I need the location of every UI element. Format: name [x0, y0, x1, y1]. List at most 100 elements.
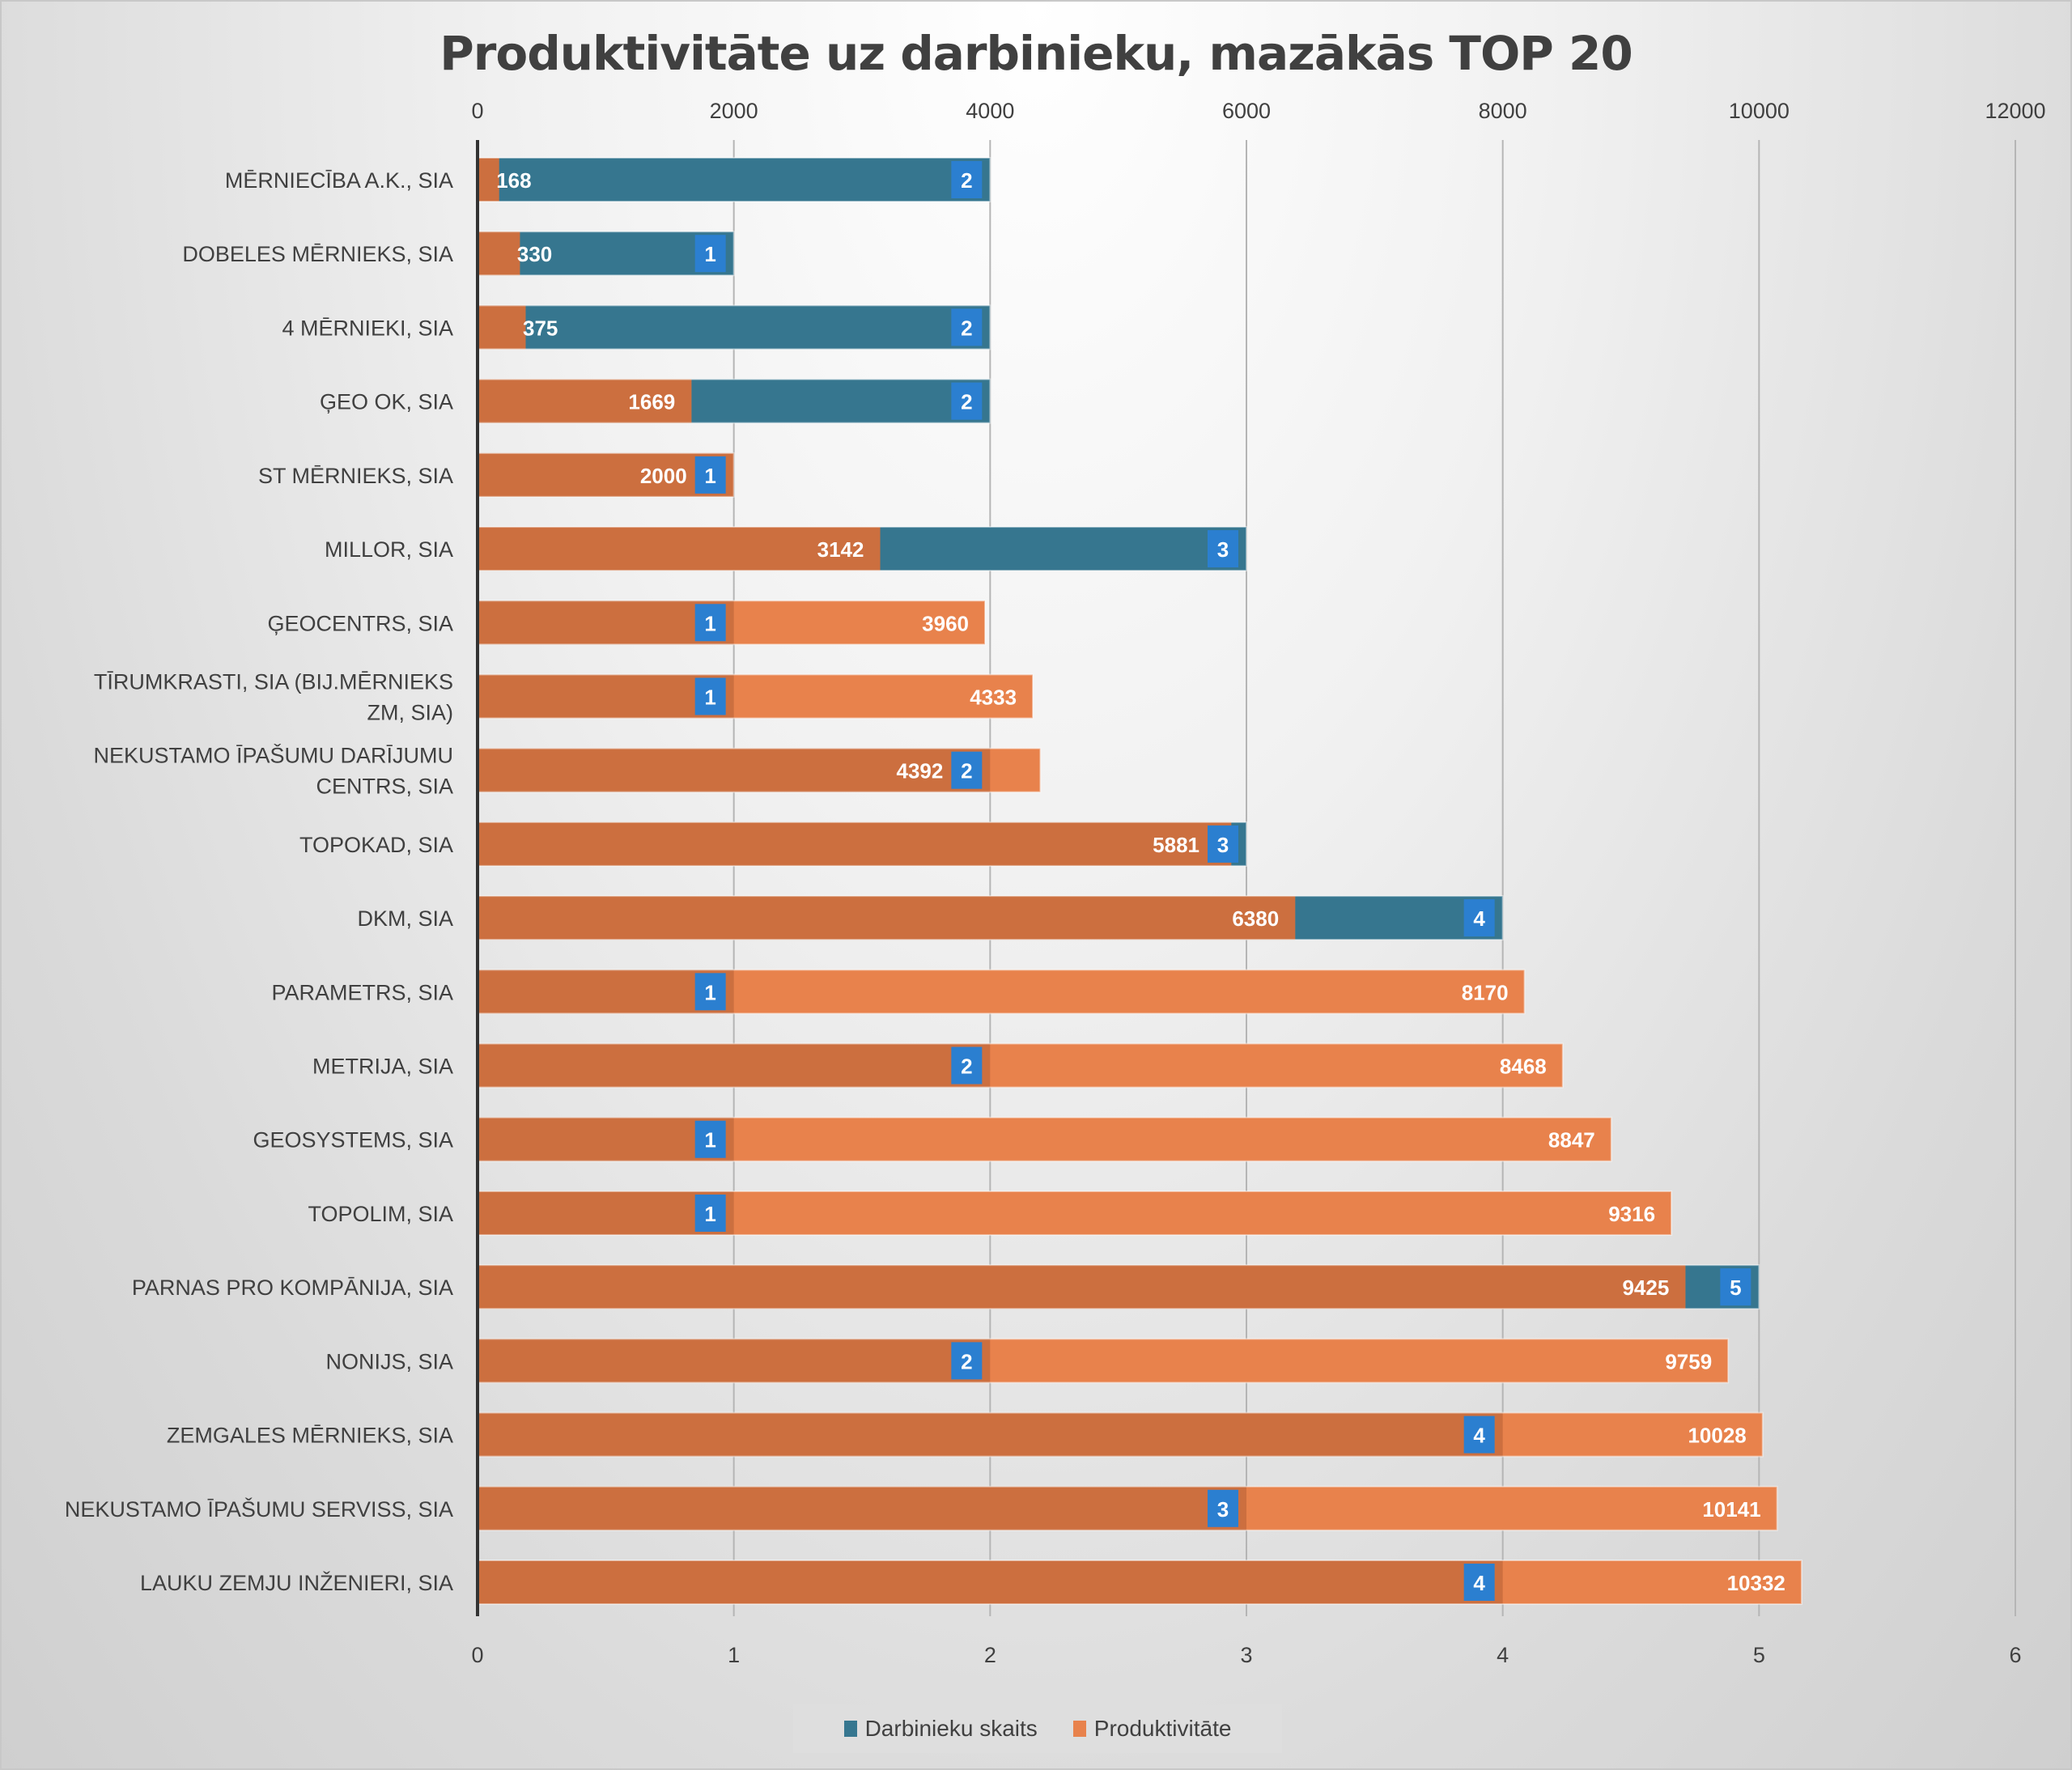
darbinieku-label-box [1463, 1564, 1495, 1601]
category-label: NEKUSTAMO ĪPAŠUMU SERVISS, SIA [65, 1496, 453, 1522]
category-label: MĒRNIECĪBA A.K., SIA [225, 168, 453, 193]
produktivitate-data-label: 4392 [896, 759, 943, 783]
darbinieku-label-box [694, 456, 726, 494]
darbinieku-label-box [694, 1194, 726, 1232]
darbinieku-data-label: 1 [704, 1202, 715, 1226]
darbinieku-data-label: 2 [961, 1055, 972, 1079]
bar-overlap [478, 601, 734, 645]
category-label: MILLOR, SIA [325, 537, 453, 562]
darbinieku-label-box [951, 751, 983, 789]
darbinieku-data-label: 3 [1217, 1497, 1229, 1522]
produktivitate-data-label: 5881 [1153, 833, 1199, 857]
x-bottom-tick-label: 1 [728, 1643, 740, 1667]
x-top-tick-label: 8000 [1479, 99, 1527, 123]
darbinieku-data-label: 2 [961, 759, 972, 783]
darbinieku-data-label: 2 [961, 168, 972, 193]
category-label: GEOSYSTEMS, SIA [253, 1128, 453, 1152]
legend-swatch [1072, 1721, 1086, 1737]
bar-overlap [478, 1412, 1503, 1457]
darbinieku-label-box [1208, 530, 1238, 568]
category-label: TOPOLIM, SIA [308, 1202, 453, 1226]
legend-item-produktivitate: Produktivitāte [1072, 1716, 1232, 1742]
category-label: ZEMGALES MĒRNIEKS, SIA [167, 1424, 453, 1448]
bar-overlap [478, 970, 734, 1014]
legend-label: Produktivitāte [1093, 1716, 1232, 1741]
bar-overlap [478, 158, 499, 202]
legend-item-darbinieku-skaits: Darbinieku skaits [843, 1716, 1038, 1742]
darbinieku-label-box [951, 161, 983, 198]
darbinieku-label-box [694, 235, 726, 273]
produktivitate-data-label: 168 [496, 168, 531, 193]
darbinieku-data-label: 5 [1730, 1276, 1741, 1300]
produktivitate-data-label: 1669 [628, 390, 675, 414]
x-bottom-tick-label: 4 [1497, 1643, 1509, 1667]
produktivitate-data-label: 10028 [1688, 1424, 1746, 1448]
category-label: TĪRUMKRASTI, SIA (BIJ.MĒRNIEKS [94, 669, 453, 694]
bar-overlap [478, 1191, 734, 1235]
category-label: DKM, SIA [357, 906, 453, 931]
bar-darbinieku-skaits [478, 305, 991, 350]
category-label: ĢEOCENTRS, SIA [267, 611, 453, 635]
produktivitate-data-label: 6380 [1232, 906, 1279, 931]
category-label: NONIJS, SIA [325, 1349, 453, 1373]
bar-overlap [478, 1486, 1246, 1530]
produktivitate-data-label: 9425 [1622, 1276, 1669, 1300]
bar-overlap [478, 1265, 1686, 1309]
darbinieku-label-box [1208, 1489, 1238, 1527]
legend-swatch [843, 1721, 857, 1737]
x-top-tick-label: 10000 [1729, 99, 1790, 123]
darbinieku-label-box [1208, 825, 1238, 863]
legend-label: Darbinieku skaits [864, 1716, 1038, 1741]
darbinieku-label-box [951, 308, 983, 346]
x-bottom-tick-label: 3 [1240, 1643, 1252, 1667]
darbinieku-label-box [951, 1342, 983, 1380]
bar-overlap [478, 452, 734, 497]
category-label: ĢEO OK, SIA [320, 390, 453, 414]
produktivitate-data-label: 4333 [970, 685, 1017, 709]
category-label: PARNAS PRO KOMPĀNIJA, SIA [132, 1276, 453, 1300]
darbinieku-data-label: 4 [1473, 906, 1485, 931]
darbinieku-data-label: 1 [704, 1128, 715, 1152]
category-label: METRIJA, SIA [312, 1055, 453, 1079]
produktivitate-data-label: 9316 [1608, 1202, 1655, 1226]
produktivitate-data-label: 3142 [817, 537, 864, 562]
produktivitate-data-label: 10332 [1727, 1571, 1785, 1595]
darbinieku-data-label: 3 [1217, 537, 1229, 562]
bar-overlap [478, 748, 991, 792]
darbinieku-label-box [694, 677, 726, 715]
darbinieku-label-box [951, 382, 983, 420]
darbinieku-label-box [694, 973, 726, 1011]
darbinieku-data-label: 1 [704, 685, 715, 709]
darbinieku-data-label: 1 [704, 980, 715, 1004]
bar-overlap [478, 821, 1232, 866]
bar-overlap [478, 1043, 991, 1088]
x-top-tick-label: 2000 [710, 99, 758, 123]
darbinieku-data-label: 4 [1473, 1424, 1485, 1448]
darbinieku-data-label: 1 [704, 242, 715, 266]
produktivitate-data-label: 10141 [1702, 1497, 1760, 1522]
bar-overlap [478, 305, 526, 350]
bar-overlap [478, 527, 881, 571]
produktivitate-data-label: 9759 [1665, 1349, 1712, 1373]
darbinieku-data-label: 1 [704, 611, 715, 635]
darbinieku-label-box [1463, 1416, 1495, 1454]
x-bottom-tick-label: 5 [1753, 1643, 1765, 1667]
x-bottom-tick-label: 0 [471, 1643, 483, 1667]
darbinieku-data-label: 2 [961, 390, 972, 414]
darbinieku-label-box [951, 1046, 983, 1084]
darbinieku-data-label: 2 [961, 316, 972, 340]
category-label: LAUKU ZEMJU INŽENIERI, SIA [140, 1570, 453, 1595]
darbinieku-label-box [694, 604, 726, 642]
darbinieku-data-label: 3 [1217, 833, 1229, 857]
bar-overlap [478, 1117, 734, 1161]
category-label: ZM, SIA) [367, 700, 454, 724]
darbinieku-label-box [1720, 1268, 1751, 1306]
bar-darbinieku-skaits [478, 158, 991, 202]
x-top-tick-label: 12000 [1985, 99, 2045, 123]
x-top-tick-label: 6000 [1222, 99, 1271, 123]
produktivitate-data-label: 3960 [922, 611, 969, 635]
produktivitate-data-label: 375 [523, 316, 558, 340]
category-label: TOPOKAD, SIA [299, 833, 453, 857]
